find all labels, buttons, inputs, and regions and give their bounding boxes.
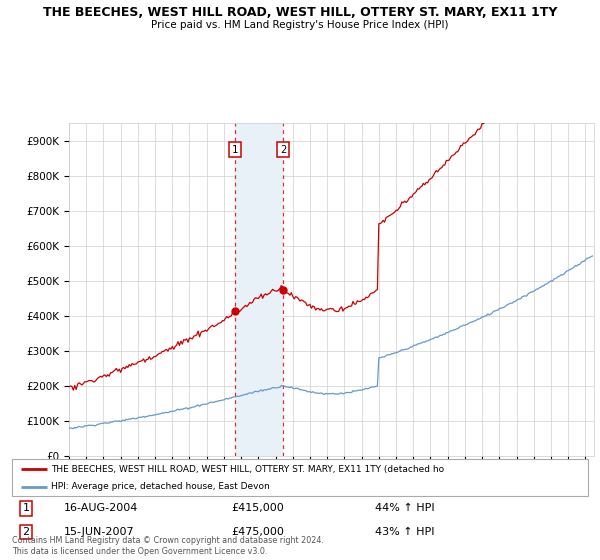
Text: £415,000: £415,000 [231, 503, 284, 514]
Text: THE BEECHES, WEST HILL ROAD, WEST HILL, OTTERY ST. MARY, EX11 1TY (detached ho: THE BEECHES, WEST HILL ROAD, WEST HILL, … [51, 465, 444, 474]
Text: 44% ↑ HPI: 44% ↑ HPI [375, 503, 434, 514]
Text: Contains HM Land Registry data © Crown copyright and database right 2024.
This d: Contains HM Land Registry data © Crown c… [12, 536, 324, 556]
Text: HPI: Average price, detached house, East Devon: HPI: Average price, detached house, East… [51, 482, 270, 491]
Text: 43% ↑ HPI: 43% ↑ HPI [375, 527, 434, 537]
Text: 2: 2 [22, 527, 29, 537]
Text: 15-JUN-2007: 15-JUN-2007 [64, 527, 134, 537]
Text: 2: 2 [280, 144, 287, 155]
Text: 1: 1 [232, 144, 238, 155]
Text: 16-AUG-2004: 16-AUG-2004 [64, 503, 138, 514]
Text: THE BEECHES, WEST HILL ROAD, WEST HILL, OTTERY ST. MARY, EX11 1TY: THE BEECHES, WEST HILL ROAD, WEST HILL, … [43, 6, 557, 18]
Text: £475,000: £475,000 [231, 527, 284, 537]
Text: Price paid vs. HM Land Registry's House Price Index (HPI): Price paid vs. HM Land Registry's House … [151, 20, 449, 30]
Text: 1: 1 [22, 503, 29, 514]
Bar [235, 123, 283, 456]
